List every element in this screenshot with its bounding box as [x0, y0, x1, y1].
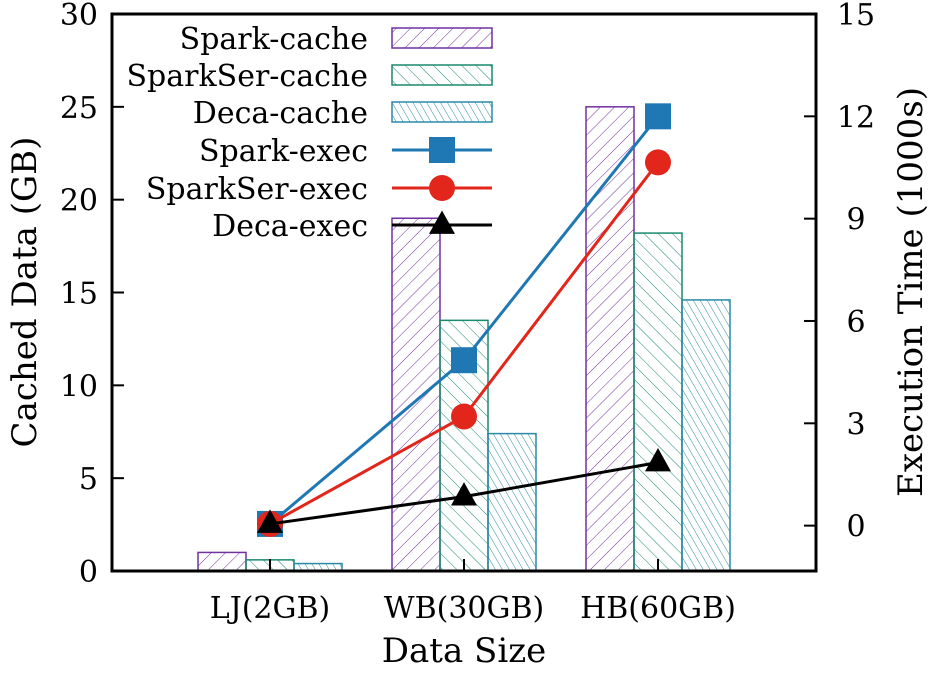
legend-swatch-outline: [391, 101, 493, 123]
legend-marker: [429, 210, 455, 234]
y2-tick-label: 12: [837, 100, 875, 135]
lines: [257, 103, 671, 537]
bar-deca-cache: [682, 299, 730, 571]
legend-marker: [429, 137, 455, 163]
x-tick-label: WB(30GB): [384, 591, 544, 626]
bar-sparkser-cache: [634, 233, 682, 571]
x-axis-label: Data Size: [382, 631, 546, 671]
marker-deca-exec: [645, 448, 671, 472]
bar-spark-cache: [198, 552, 246, 571]
marker-sparkser-exec: [645, 149, 671, 176]
y2-tick-label: 6: [846, 305, 865, 340]
legend-label: Deca-cache: [193, 96, 368, 131]
legend-swatch-outline: [391, 64, 493, 86]
y-tick-label: 0: [79, 555, 98, 590]
bar-deca-cache: [488, 433, 536, 571]
y-axis: 0 5 10 15 20 25 30: [60, 0, 124, 590]
marker-deca-exec: [257, 509, 283, 533]
y2-tick-label: 0: [846, 510, 865, 545]
bar-spark-cache: [392, 218, 440, 571]
legend-swatch: [392, 65, 492, 85]
y2-axis-label: Execution Time (1000s): [891, 87, 931, 497]
x-tick-label: LJ(2GB): [210, 591, 330, 626]
legend-swatch: [392, 28, 492, 48]
y-axis-label: Cached Data (GB): [5, 137, 45, 448]
y2-tick-label: 3: [846, 407, 865, 442]
y-tick-label: 30: [60, 0, 98, 33]
marker-spark-exec: [451, 347, 477, 374]
legend-swatch-outline: [391, 27, 493, 49]
x-axis: LJ(2GB) WB(30GB) HB(60GB): [210, 559, 736, 626]
y-tick-label: 20: [60, 184, 98, 219]
y-tick-label: 15: [60, 277, 98, 312]
legend-label: SparkSer-exec: [146, 172, 368, 207]
bar-spark-cache: [586, 106, 634, 571]
legend-marker: [429, 175, 455, 201]
y-tick-label: 25: [60, 91, 98, 126]
bars: [197, 106, 731, 572]
marker-deca-exec: [451, 482, 477, 506]
legend: Spark-cacheSparkSer-cacheDeca-cacheSpark…: [126, 22, 493, 244]
y2-tick-label: 9: [846, 203, 865, 238]
y2-axis: 0 3 6 9 12 15: [804, 0, 875, 545]
legend-label: SparkSer-cache: [126, 59, 368, 94]
y-tick-label: 5: [79, 462, 98, 497]
legend-label: Spark-cache: [180, 22, 368, 57]
marker-sparkser-exec: [451, 403, 477, 430]
legend-swatch: [392, 102, 492, 122]
y-tick-label: 10: [60, 369, 98, 404]
x-tick-label: HB(60GB): [580, 591, 736, 626]
bar-deca-cache: [294, 563, 342, 571]
marker-spark-exec: [645, 103, 671, 130]
legend-label: Spark-exec: [199, 134, 368, 169]
legend-label: Deca-exec: [212, 209, 368, 244]
y2-tick-label: 15: [837, 0, 875, 33]
